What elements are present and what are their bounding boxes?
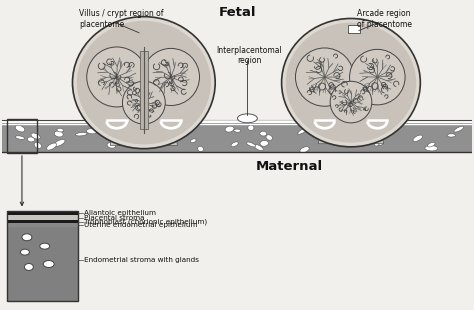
Ellipse shape [198,146,203,152]
Ellipse shape [428,142,435,147]
Ellipse shape [260,140,268,146]
Ellipse shape [15,125,25,132]
Ellipse shape [27,137,35,142]
Circle shape [87,47,146,107]
Ellipse shape [298,128,307,134]
Ellipse shape [54,140,65,146]
Ellipse shape [266,135,273,140]
Polygon shape [110,118,128,145]
Text: Endometrial stroma with glands: Endometrial stroma with glands [84,257,200,264]
Ellipse shape [248,125,254,131]
Ellipse shape [425,146,438,151]
Text: Fetal: Fetal [218,6,256,19]
Ellipse shape [43,260,54,268]
Ellipse shape [34,142,41,148]
Ellipse shape [77,21,211,144]
Ellipse shape [40,243,50,249]
Ellipse shape [231,142,238,147]
Ellipse shape [46,143,56,150]
Ellipse shape [57,128,64,132]
Ellipse shape [454,126,464,132]
Ellipse shape [107,143,116,148]
Ellipse shape [25,264,33,270]
Ellipse shape [20,249,29,255]
Ellipse shape [117,137,127,142]
Ellipse shape [111,125,121,131]
Bar [2,120,472,152]
Circle shape [122,81,165,124]
Ellipse shape [145,139,155,144]
Ellipse shape [355,128,365,134]
Ellipse shape [225,126,234,132]
Polygon shape [367,118,383,144]
Ellipse shape [447,134,456,137]
Bar [7,224,78,227]
Ellipse shape [107,129,117,133]
Ellipse shape [260,131,267,136]
Bar [7,211,78,215]
Ellipse shape [374,142,380,146]
Bar [7,211,78,301]
Ellipse shape [413,135,422,141]
Ellipse shape [246,142,255,147]
Ellipse shape [286,23,416,143]
Polygon shape [319,118,335,144]
Ellipse shape [73,17,215,149]
Bar [7,119,37,153]
Text: Trophoblast (chorionic epithelium): Trophoblast (chorionic epithelium) [84,219,208,225]
Ellipse shape [237,114,257,123]
Ellipse shape [382,125,388,131]
Circle shape [142,48,200,105]
Bar [7,215,78,220]
Text: Villus / crypt region of
placentome: Villus / crypt region of placentome [80,9,164,29]
Ellipse shape [345,138,356,142]
Bar [140,51,148,129]
Ellipse shape [144,144,151,149]
Ellipse shape [374,133,385,138]
Bar [7,227,78,301]
Bar [7,220,78,224]
Bar [348,24,360,33]
Ellipse shape [371,137,377,142]
Ellipse shape [312,129,322,133]
Polygon shape [343,118,359,144]
Ellipse shape [55,131,63,137]
Ellipse shape [22,234,32,241]
Ellipse shape [181,131,190,136]
Ellipse shape [86,129,97,134]
Circle shape [295,48,354,106]
Ellipse shape [300,147,309,153]
Polygon shape [160,118,177,145]
Text: Interplacentomal
region: Interplacentomal region [217,46,282,65]
Ellipse shape [191,139,196,143]
Text: Allantoic epithelium: Allantoic epithelium [84,210,156,216]
Circle shape [330,81,372,123]
Ellipse shape [31,133,40,139]
Ellipse shape [75,133,87,136]
Circle shape [350,49,405,105]
Text: Uterine endometrial epithelium: Uterine endometrial epithelium [84,222,198,228]
Ellipse shape [254,145,263,151]
Ellipse shape [282,19,420,147]
Polygon shape [135,118,153,145]
Ellipse shape [15,136,25,140]
Text: Maternal: Maternal [256,160,323,173]
Ellipse shape [234,129,241,132]
Text: Arcade region
of placentome: Arcade region of placentome [357,9,412,29]
Ellipse shape [381,131,392,136]
Ellipse shape [378,141,384,145]
Text: Placental stroma: Placental stroma [84,215,145,221]
